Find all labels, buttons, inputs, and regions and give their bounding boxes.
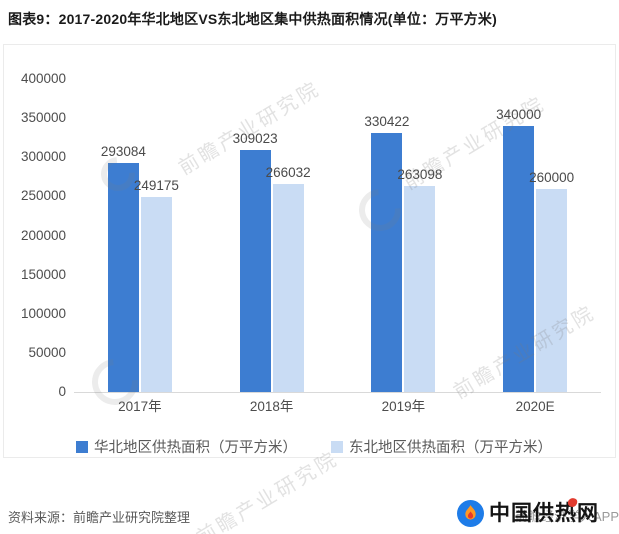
legend-item-northeast-china: 东北地区供热面积（万平方米）: [331, 436, 552, 457]
y-tick-label: 50000: [28, 344, 66, 360]
bar-north-china-2019年: [371, 133, 403, 392]
x-tick-label: 2019年: [381, 399, 426, 414]
bar-north-china-2018年: [239, 150, 271, 392]
legend-label-northeast-china: 东北地区供热面积（万平方米）: [349, 440, 552, 456]
legend-marker-north-china-icon: [76, 440, 88, 453]
value-label: 260000: [529, 169, 575, 185]
bar-north-china-2020E: [503, 125, 535, 392]
value-label: 249175: [133, 178, 179, 194]
x-axis-line: [74, 392, 601, 393]
value-label: 293084: [100, 143, 146, 159]
bar-north-china-2017年: [107, 162, 139, 392]
legend-item-north-china: 华北地区供热面积（万平方米）: [76, 436, 297, 457]
y-tick-label: 0: [58, 384, 66, 399]
y-tick-label: 150000: [20, 266, 66, 282]
y-tick-label: 100000: [20, 305, 66, 321]
x-tick-label: 2018年: [249, 399, 294, 414]
brand-logo: 前瞻经济学人APP 中国供热网: [457, 496, 619, 529]
y-tick-label: 350000: [20, 110, 66, 126]
value-label: 263098: [397, 167, 443, 183]
watermark-app-text: 前瞻经济学人APP: [514, 509, 619, 524]
x-tick-label: 2017年: [118, 399, 162, 414]
x-tick-label: 2020E: [515, 399, 555, 414]
y-tick-label: 250000: [20, 188, 66, 204]
source-note: 资料来源：前瞻产业研究院整理: [8, 510, 191, 525]
chart-title: 图表9：2017-2020年华北地区VS东北地区集中供热面积情况(单位：万平方米…: [8, 11, 497, 27]
bar-northeast-2018年: [272, 183, 304, 392]
value-label: 266032: [265, 164, 311, 180]
value-label: 309023: [232, 131, 278, 147]
y-tick-label: 400000: [20, 71, 66, 86]
y-tick-label: 300000: [20, 149, 66, 165]
plot-area: 0 50000 100000 150000 200000 250000 300000 3500…: [4, 45, 615, 457]
bar-northeast-2019年: [404, 186, 436, 392]
chart-panel: 0 50000 100000 150000 200000 250000 300000 3500…: [3, 44, 616, 458]
legend-label-north-china: 华北地区供热面积（万平方米）: [94, 440, 297, 456]
legend-marker-northeast-china-icon: [331, 440, 343, 453]
brand-logo-text: 中国供热网: [489, 501, 599, 525]
bar-northeast-2020E: [536, 188, 568, 392]
y-tick-label: 200000: [20, 227, 66, 243]
value-label: 330422: [364, 114, 410, 130]
legend: 华北地区供热面积（万平方米） 东北地区供热面积（万平方米）: [4, 436, 615, 458]
bar-northeast-2017年: [140, 197, 172, 392]
value-label: 340000: [496, 106, 542, 122]
flame-icon: [457, 499, 484, 527]
